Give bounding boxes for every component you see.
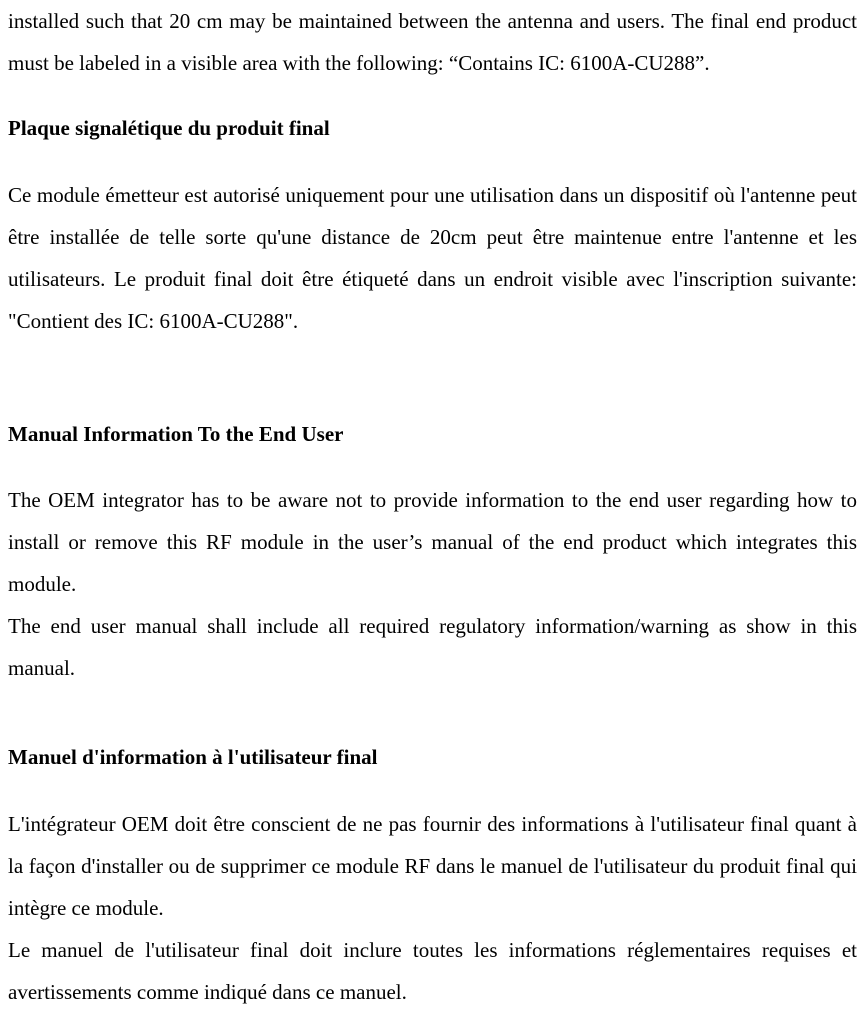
fr-manual-heading: Manuel d'information à l'utilisateur fin… (8, 741, 857, 775)
en-manual-heading: Manual Information To the End User (8, 418, 857, 452)
fr-manual-paragraph-2: Le manuel de l'utilisateur final doit in… (8, 929, 857, 1013)
intro-paragraph: installed such that 20 cm may be maintai… (8, 0, 857, 84)
fr-label-heading: Plaque signalétique du produit final (8, 112, 857, 146)
en-manual-paragraph-2: The end user manual shall include all re… (8, 605, 857, 689)
fr-label-paragraph: Ce module émetteur est autorisé uniqueme… (8, 174, 857, 342)
fr-manual-paragraph-1: L'intégrateur OEM doit être conscient de… (8, 803, 857, 929)
en-manual-paragraph-1: The OEM integrator has to be aware not t… (8, 479, 857, 605)
